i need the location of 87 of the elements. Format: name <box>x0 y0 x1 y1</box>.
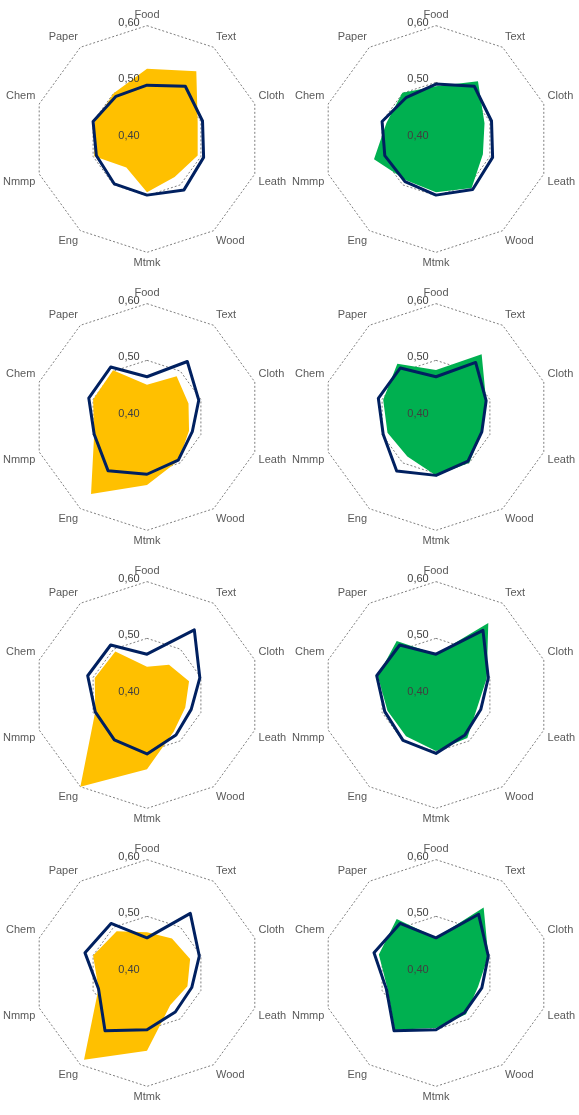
spoke-label: Leath <box>258 1008 287 1021</box>
y-tick-label: 0,50 <box>407 72 429 85</box>
spoke-label: Nmmp <box>3 1008 36 1021</box>
spoke-label: Cloth <box>547 645 574 658</box>
spoke-label: Cloth <box>258 645 285 658</box>
spoke-label: Cloth <box>258 367 285 380</box>
spoke-label: Leath <box>258 174 287 187</box>
spoke-label: Paper <box>337 308 368 321</box>
spoke-label: Wood <box>215 789 245 802</box>
spoke-label: Chem <box>295 645 325 658</box>
spoke-label: Text <box>215 586 237 599</box>
y-tick-label: 0,50 <box>407 906 429 919</box>
spoke-label: Chem <box>6 367 36 380</box>
spoke-label: Mtmk <box>422 811 450 824</box>
spoke-label: Wood <box>215 1067 245 1080</box>
spoke-label: Nmmp <box>292 452 325 465</box>
spoke-label: Leath <box>547 174 576 187</box>
spoke-label: Mtmk <box>422 255 450 268</box>
spoke-label: Mtmk <box>133 533 161 546</box>
spoke-label: Mtmk <box>133 1089 161 1102</box>
y-tick-label: 0,50 <box>118 906 140 919</box>
spoke-label: Chem <box>6 89 36 102</box>
spoke-label: Paper <box>48 30 79 43</box>
spoke-label: Chem <box>295 923 325 936</box>
spoke-label: Text <box>504 30 526 43</box>
y-tick-label: 0,50 <box>118 350 140 363</box>
spoke-label: Eng <box>347 1067 368 1080</box>
spoke-label: Nmmp <box>3 452 36 465</box>
spoke-label: Leath <box>258 452 287 465</box>
spoke-label: Wood <box>504 789 534 802</box>
spoke-label: Nmmp <box>292 174 325 187</box>
spoke-label: Eng <box>58 1067 79 1080</box>
y-tick-label: 0,40 <box>407 963 429 976</box>
spoke-label: Wood <box>215 233 245 246</box>
spoke-label: Paper <box>337 586 368 599</box>
spoke-label: Text <box>215 864 237 877</box>
spoke-label: Nmmp <box>292 1008 325 1021</box>
y-tick-label: 0,40 <box>118 963 140 976</box>
spoke-label: Chem <box>6 923 36 936</box>
spoke-label: Text <box>215 30 237 43</box>
spoke-label: Paper <box>48 308 79 321</box>
spoke-label: Paper <box>48 864 79 877</box>
spoke-label: Wood <box>215 511 245 524</box>
spoke-label: Eng <box>347 233 368 246</box>
spoke-label: Eng <box>347 511 368 524</box>
y-tick-label: 0,50 <box>407 628 429 641</box>
spoke-label: Cloth <box>547 367 574 380</box>
spoke-label: Leath <box>547 1008 576 1021</box>
spoke-label: Wood <box>504 511 534 524</box>
spoke-label: Nmmp <box>292 730 325 743</box>
spoke-label: Mtmk <box>422 1089 450 1102</box>
spoke-label: Paper <box>337 30 368 43</box>
y-tick-label: 0,40 <box>118 129 140 142</box>
y-tick-label: 0,40 <box>407 129 429 142</box>
y-tick-label: 0,50 <box>407 350 429 363</box>
y-tick-label: 0,40 <box>407 685 429 698</box>
spoke-label: Leath <box>547 730 576 743</box>
spoke-label: Eng <box>58 789 79 802</box>
spoke-label: Text <box>504 864 526 877</box>
spoke-label: Text <box>215 308 237 321</box>
spoke-label: Cloth <box>547 923 574 936</box>
spoke-label: Chem <box>295 89 325 102</box>
spoke-label: Leath <box>258 730 287 743</box>
spoke-label: Mtmk <box>422 533 450 546</box>
spoke-label: Nmmp <box>3 174 36 187</box>
y-tick-label: 0,40 <box>118 685 140 698</box>
spoke-label: Cloth <box>547 89 574 102</box>
spoke-label: Mtmk <box>133 811 161 824</box>
y-tick-label: 0,40 <box>407 407 429 420</box>
spoke-label: Paper <box>48 586 79 599</box>
spoke-label: Cloth <box>258 923 285 936</box>
spoke-label: Leath <box>547 452 576 465</box>
y-tick-label: 0,40 <box>118 407 140 420</box>
spoke-label: Chem <box>6 645 36 658</box>
y-tick-label: 0,50 <box>118 628 140 641</box>
spoke-label: Mtmk <box>133 255 161 268</box>
spoke-label: Eng <box>58 511 79 524</box>
spoke-label: Wood <box>504 233 534 246</box>
spoke-label: Nmmp <box>3 730 36 743</box>
spoke-label: Text <box>504 586 526 599</box>
spoke-label: Cloth <box>258 89 285 102</box>
spoke-label: Wood <box>504 1067 534 1080</box>
spoke-label: Eng <box>58 233 79 246</box>
spoke-label: Text <box>504 308 526 321</box>
spoke-label: Eng <box>347 789 368 802</box>
spoke-label: Paper <box>337 864 368 877</box>
spoke-label: Chem <box>295 367 325 380</box>
